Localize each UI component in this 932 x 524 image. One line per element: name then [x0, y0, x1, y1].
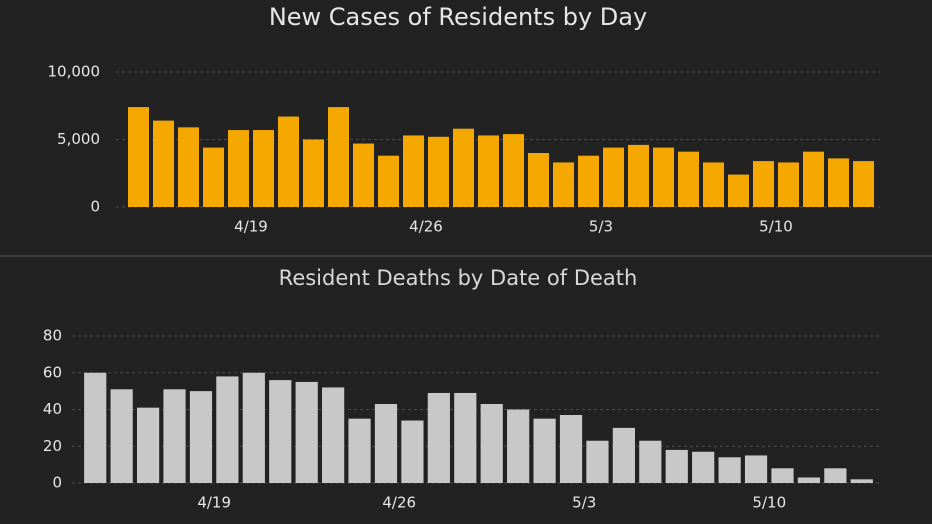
bar: [803, 151, 824, 207]
bar: [178, 127, 199, 207]
bar: [744, 455, 768, 483]
x-tick-label: 4/19: [197, 494, 231, 512]
y-tick-label: 40: [43, 400, 62, 418]
bar: [303, 139, 324, 207]
x-tick-label: 5/10: [759, 218, 793, 236]
bar: [378, 155, 399, 207]
bar: [728, 174, 749, 207]
y-tick-label: 0: [52, 474, 62, 492]
bar: [348, 418, 371, 483]
bar: [586, 440, 609, 483]
bar: [853, 161, 874, 207]
bar: [578, 155, 599, 207]
bar: [453, 128, 474, 207]
bar: [478, 135, 499, 207]
bar: [278, 116, 299, 207]
bar: [269, 380, 292, 483]
bar: [528, 153, 549, 207]
bar: [253, 130, 274, 207]
bar: [203, 147, 224, 207]
bar: [216, 376, 239, 483]
bar: [850, 479, 873, 483]
bar: [824, 468, 847, 483]
y-tick-label: 20: [43, 437, 62, 455]
bar: [480, 403, 503, 483]
x-tick-label: 5/3: [589, 218, 613, 236]
bar: [628, 144, 649, 207]
bar: [374, 403, 398, 483]
bar: [401, 420, 424, 483]
bar: [136, 407, 160, 483]
bar: [228, 130, 249, 207]
bar: [665, 449, 688, 483]
bar: [328, 107, 349, 207]
bar: [678, 151, 699, 207]
bar: [163, 389, 186, 483]
bar: [110, 389, 133, 483]
bar: [533, 418, 556, 483]
bar: [553, 162, 574, 207]
bar: [503, 134, 524, 207]
bar: [797, 477, 821, 483]
y-tick-label: 0: [90, 198, 100, 216]
y-tick-label: 60: [43, 363, 62, 381]
bar: [559, 415, 583, 483]
bar: [84, 372, 107, 483]
bar: [653, 147, 674, 207]
x-tick-label: 5/3: [572, 494, 596, 512]
bar: [778, 162, 799, 207]
bar: [353, 143, 374, 207]
bar: [242, 372, 265, 483]
bar: [428, 136, 449, 207]
chart-title: New Cases of Residents by Day: [269, 3, 647, 31]
bar: [718, 457, 741, 483]
bar: [454, 392, 477, 483]
bar: [603, 147, 624, 207]
chart-title: Resident Deaths by Date of Death: [279, 266, 638, 290]
bar: [153, 120, 174, 207]
bar: [692, 451, 715, 483]
x-tick-label: 5/10: [752, 494, 786, 512]
y-tick-label: 80: [43, 327, 62, 345]
bar: [507, 409, 530, 483]
bar: [639, 440, 662, 483]
y-tick-label: 5,000: [57, 130, 100, 148]
bar: [703, 162, 724, 207]
bar: [322, 387, 345, 483]
bar: [128, 107, 149, 207]
x-tick-label: 4/26: [409, 218, 443, 236]
x-tick-label: 4/19: [234, 218, 268, 236]
x-tick-label: 4/26: [382, 494, 416, 512]
bar: [753, 161, 774, 207]
bar: [189, 391, 213, 483]
bar: [403, 135, 424, 207]
bar: [828, 158, 849, 207]
bar: [612, 427, 635, 483]
y-tick-label: 10,000: [48, 63, 101, 81]
bar: [771, 468, 794, 483]
bar: [427, 392, 450, 483]
bar: [295, 381, 318, 483]
